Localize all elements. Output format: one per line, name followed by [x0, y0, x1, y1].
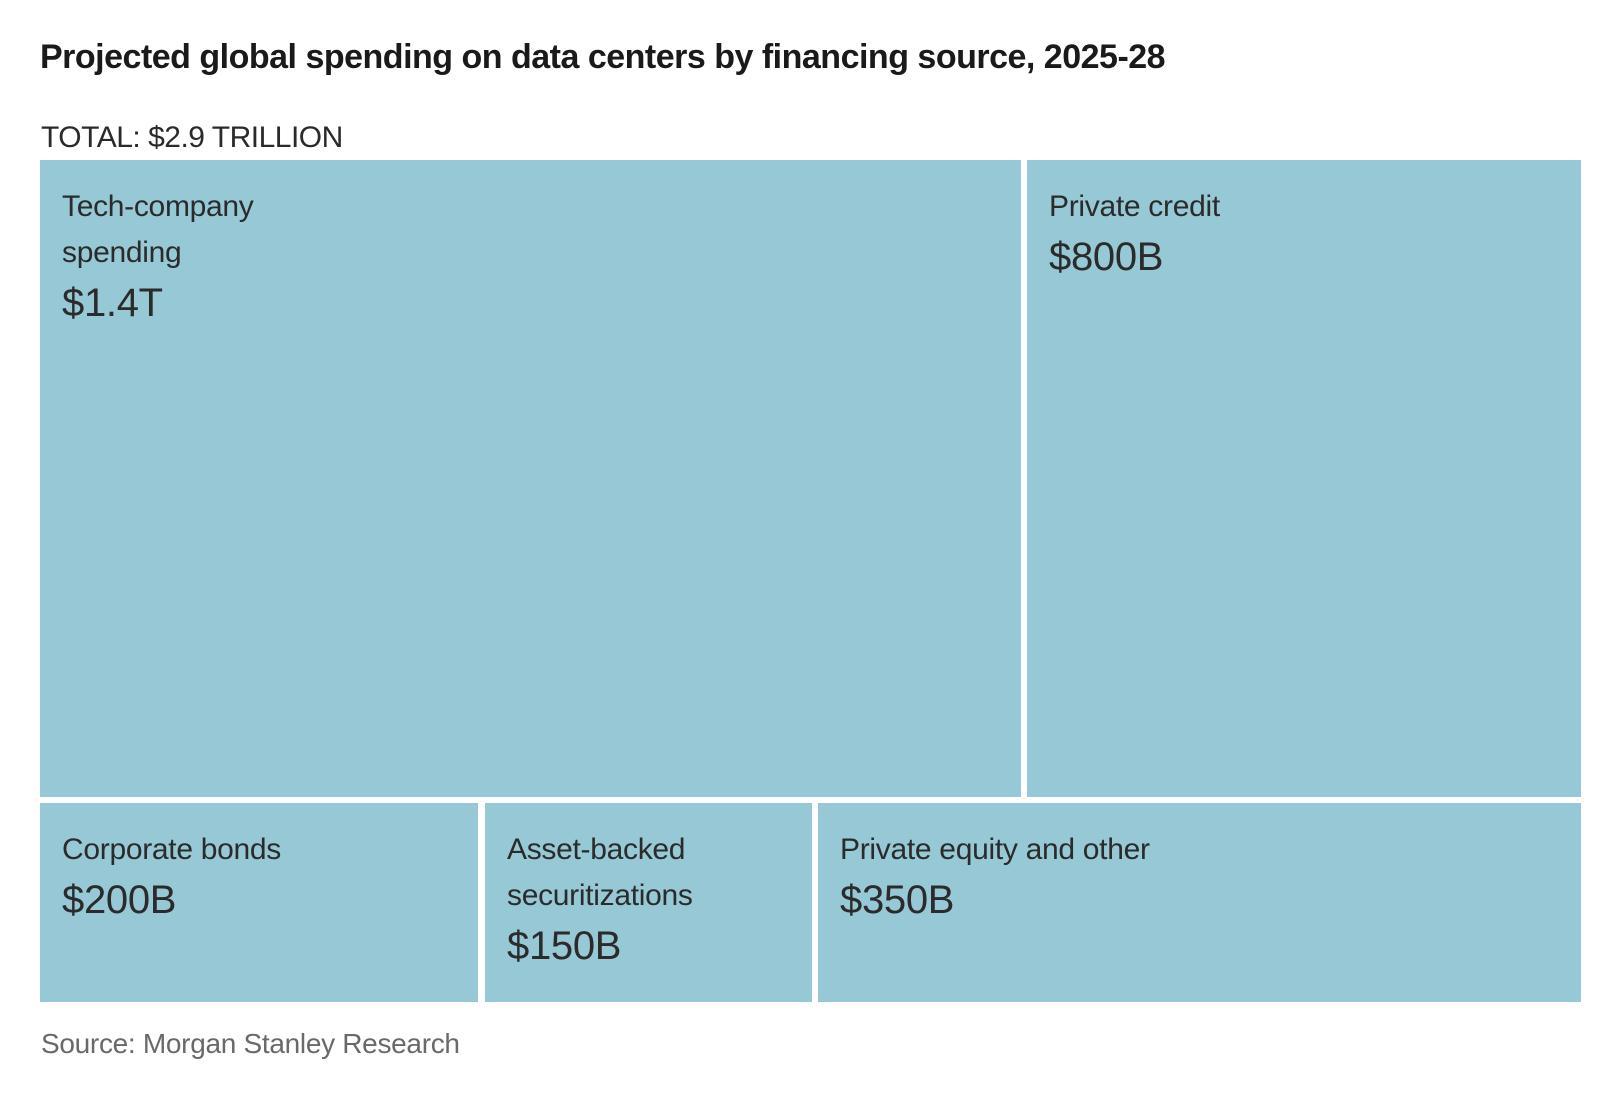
cell-label-asset-backed-securitizations: Asset-backed securitizations [507, 833, 693, 912]
cell-value-tech-company-spending: $1.4T [62, 281, 163, 325]
cell-value-private-credit: $800B [1049, 235, 1164, 279]
cell-value-corporate-bonds: $200B [62, 878, 177, 922]
chart-title: Projected global spending on data center… [40, 38, 1166, 76]
treemap-cell-asset-backed-securitizations: Asset-backed securitizations $150B [485, 803, 812, 1002]
chart-total-label: TOTAL: $2.9 TRILLION [41, 121, 343, 154]
source-note: Source: Morgan Stanley Research [41, 1028, 460, 1059]
cell-label-private-equity-and-other: Private equity and other [840, 833, 1150, 866]
treemap-cell-private-equity-and-other: Private equity and other $350B [818, 803, 1581, 1002]
treemap: Tech-company spending $1.4T Private cred… [40, 160, 1581, 1002]
cell-label-corporate-bonds: Corporate bonds [62, 833, 281, 866]
treemap-cell-tech-company-spending: Tech-company spending $1.4T [40, 160, 1021, 797]
cell-label-tech-company-spending: Tech-company spending [62, 190, 254, 269]
treemap-cell-private-credit: Private credit $800B [1027, 160, 1581, 797]
cell-value-asset-backed-securitizations: $150B [507, 924, 622, 968]
treemap-cell-corporate-bonds: Corporate bonds $200B [40, 803, 478, 1002]
cell-label-private-credit: Private credit [1049, 190, 1220, 223]
cell-value-private-equity-and-other: $350B [840, 878, 955, 922]
